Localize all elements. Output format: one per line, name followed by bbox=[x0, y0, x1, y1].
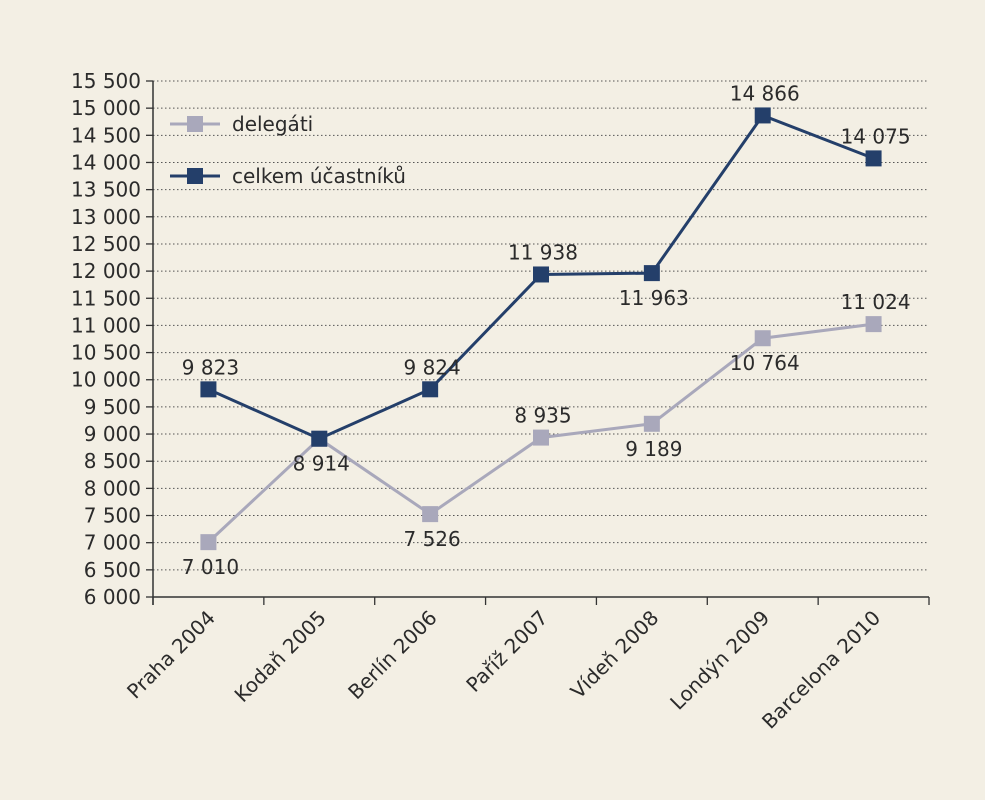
y-tick-label: 6 000 bbox=[84, 585, 141, 609]
data-point-marker bbox=[533, 266, 549, 283]
data-label: 11 024 bbox=[841, 290, 911, 314]
data-label: 11 963 bbox=[619, 286, 689, 310]
data-point-marker bbox=[200, 381, 217, 398]
y-tick-label: 11 500 bbox=[71, 286, 141, 310]
data-point-marker bbox=[311, 430, 328, 447]
y-tick-label: 13 000 bbox=[71, 205, 141, 229]
y-tick-label: 6 500 bbox=[84, 558, 141, 582]
y-tick-label: 15 500 bbox=[71, 69, 141, 93]
legend: delegáti celkem účastníků bbox=[170, 112, 406, 188]
x-tick-label: Vídeň 2008 bbox=[566, 606, 664, 704]
y-tick-label: 7 000 bbox=[84, 531, 141, 555]
data-label: 8 935 bbox=[514, 404, 571, 428]
x-tick-label: Berlín 2006 bbox=[343, 606, 441, 704]
y-tick-label: 15 000 bbox=[71, 96, 141, 120]
series-lines bbox=[200, 107, 882, 551]
data-point-marker bbox=[200, 534, 217, 551]
y-tick-label: 8 000 bbox=[84, 476, 141, 500]
x-tick-label: Barcelona 2010 bbox=[757, 606, 885, 734]
y-tick-label: 7 500 bbox=[84, 504, 141, 528]
data-label: 14 866 bbox=[730, 81, 800, 105]
data-point-marker bbox=[533, 429, 549, 446]
x-tick-label: Londýn 2009 bbox=[665, 606, 774, 715]
x-tick-label: Praha 2004 bbox=[122, 606, 220, 704]
legend-marker bbox=[187, 116, 203, 132]
data-point-marker bbox=[422, 506, 439, 523]
y-tick-label: 14 000 bbox=[71, 150, 141, 174]
data-label: 8 914 bbox=[293, 452, 350, 476]
data-point-marker bbox=[422, 381, 439, 398]
y-tick-label: 9 000 bbox=[84, 422, 141, 446]
grid-lines bbox=[153, 80, 929, 571]
data-label: 7 010 bbox=[182, 555, 239, 579]
y-tick-label: 14 500 bbox=[71, 123, 141, 147]
legend-label: celkem účastníků bbox=[232, 164, 406, 188]
data-label: 7 526 bbox=[404, 527, 461, 551]
x-tick-label: Kodaň 2005 bbox=[230, 606, 331, 707]
legend-marker bbox=[187, 168, 203, 184]
y-tick-label: 12 500 bbox=[71, 232, 141, 256]
data-label: 14 075 bbox=[841, 124, 911, 148]
data-label: 9 824 bbox=[404, 355, 461, 379]
legend-label: delegáti bbox=[232, 112, 313, 136]
data-label: 9 823 bbox=[182, 355, 239, 379]
y-tick-label: 12 000 bbox=[71, 259, 141, 283]
y-tick-label: 9 500 bbox=[84, 395, 141, 419]
data-point-marker bbox=[865, 150, 882, 167]
data-point-marker bbox=[754, 330, 771, 347]
y-tick-label: 10 500 bbox=[71, 341, 141, 365]
data-labels: 7 010 8 914 7 526 8 935 9 189 10 764 11 024 9 8… bbox=[182, 81, 911, 579]
data-label: 11 938 bbox=[508, 240, 578, 264]
data-point-marker bbox=[865, 316, 882, 333]
y-tick-label: 11 000 bbox=[71, 313, 141, 337]
data-label: 9 189 bbox=[625, 437, 682, 461]
data-point-marker bbox=[754, 107, 771, 124]
data-label: 10 764 bbox=[730, 351, 800, 375]
y-tick-label: 10 000 bbox=[71, 368, 141, 392]
y-tick-label: 8 500 bbox=[84, 449, 141, 473]
x-tick-label: Paříž 2007 bbox=[461, 606, 552, 697]
y-tick-label: 13 500 bbox=[71, 178, 141, 202]
data-point-marker bbox=[643, 265, 660, 282]
data-point-marker bbox=[643, 415, 660, 432]
